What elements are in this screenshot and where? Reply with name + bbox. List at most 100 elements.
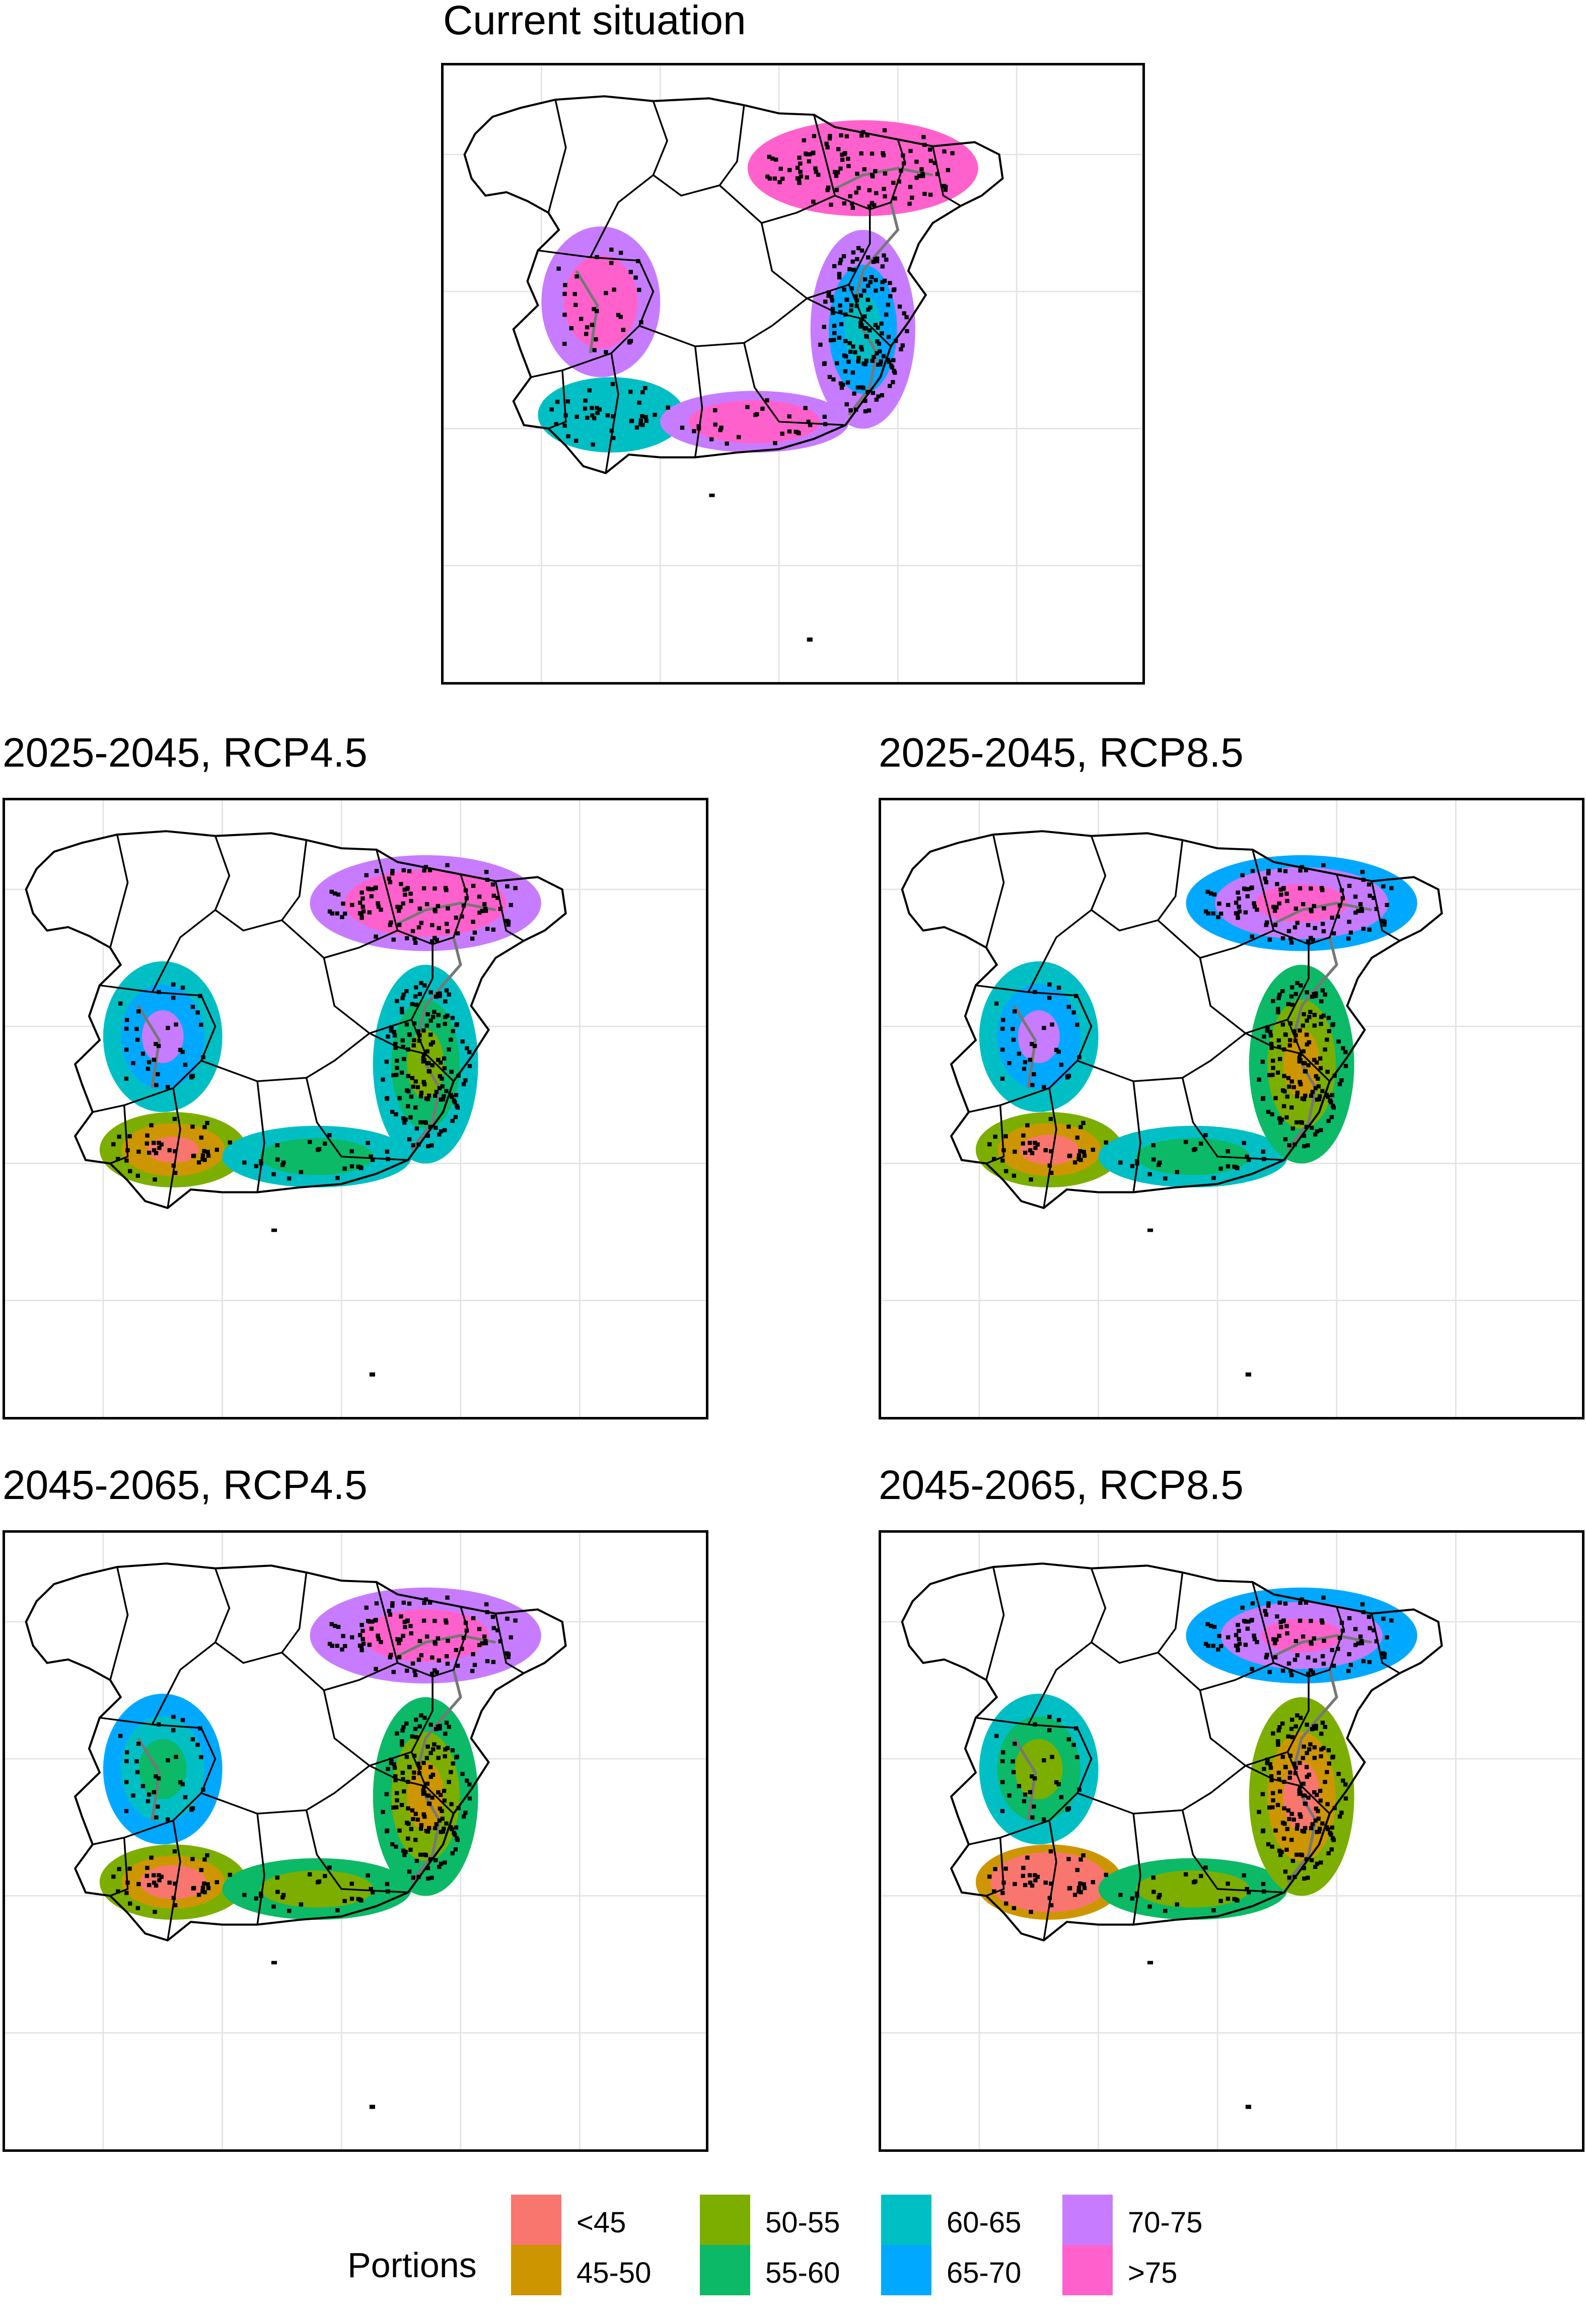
occurrence-point: [361, 896, 365, 901]
occurrence-point: [202, 1890, 207, 1895]
occurrence-point: [884, 257, 889, 262]
occurrence-point: [1269, 1041, 1274, 1046]
occurrence-point: [275, 1157, 280, 1162]
occurrence-point: [154, 1774, 158, 1779]
occurrence-point: [797, 181, 802, 185]
occurrence-point: [1025, 1123, 1030, 1128]
occurrence-point: [389, 1653, 393, 1657]
occurrence-point: [425, 1744, 430, 1749]
occurrence-point: [1264, 1612, 1269, 1617]
occurrence-point: [330, 1643, 334, 1648]
occurrence-point: [395, 1791, 399, 1795]
occurrence-point: [366, 1141, 370, 1145]
occurrence-point: [406, 1104, 410, 1108]
occurrence-point: [471, 1652, 475, 1657]
occurrence-point: [1283, 1032, 1288, 1037]
occurrence-point: [1312, 992, 1317, 997]
occurrence-point: [171, 996, 176, 1000]
occurrence-point: [1212, 892, 1217, 897]
occurrence-point: [424, 1023, 429, 1028]
occurrence-point: [376, 901, 380, 906]
occurrence-points: [987, 1595, 1394, 1914]
occurrence-point: [922, 142, 927, 147]
occurrence-point: [1290, 1858, 1295, 1863]
region-border: [589, 174, 654, 258]
occurrence-point: [585, 325, 590, 330]
occurrence-point: [1320, 888, 1325, 892]
occurrence-point: [859, 345, 863, 349]
occurrence-point: [417, 907, 422, 911]
occurrence-point: [838, 166, 843, 171]
occurrence-point: [171, 1163, 176, 1168]
occurrence-point: [124, 1750, 129, 1755]
occurrence-point: [445, 863, 450, 867]
occurrence-point: [1265, 1761, 1269, 1765]
occurrence-point: [876, 362, 881, 367]
occurrence-point: [566, 434, 570, 438]
occurrence-point: [1071, 1010, 1076, 1015]
occurrence-point: [1286, 1661, 1291, 1666]
occurrence-point: [152, 1058, 157, 1062]
occurrence-point: [1271, 999, 1275, 1003]
occurrence-point: [405, 1618, 410, 1623]
occurrence-point: [417, 1771, 422, 1775]
melilla-mark: [369, 1372, 375, 1377]
region-border: [281, 919, 398, 959]
legend-label: 70-75: [1128, 2206, 1203, 2239]
occurrence-point: [361, 1637, 365, 1641]
occurrence-point: [389, 1761, 393, 1765]
occurrence-point: [1054, 1047, 1059, 1052]
occurrence-point: [1078, 1125, 1083, 1130]
occurrence-point: [1319, 1015, 1324, 1019]
occurrence-point: [843, 151, 847, 156]
occurrence-point: [412, 1038, 416, 1042]
occurrence-point: [866, 307, 871, 312]
occurrence-point: [124, 1759, 129, 1763]
occurrence-point: [364, 1605, 369, 1610]
occurrence-point: [1287, 1084, 1291, 1089]
occurrence-point: [191, 1153, 196, 1158]
occurrence-point: [1381, 1651, 1386, 1656]
occurrence-point: [840, 153, 844, 157]
occurrence-point: [838, 310, 843, 314]
occurrence-point: [563, 283, 567, 287]
occurrence-point: [1366, 882, 1372, 887]
occurrence-point: [442, 1056, 447, 1061]
occurrence-point: [434, 1090, 439, 1094]
occurrence-point: [409, 1631, 413, 1636]
occurrence-point: [205, 1120, 209, 1126]
occurrence-point: [402, 1620, 407, 1624]
occurrence-point: [1293, 992, 1298, 996]
occurrence-point: [423, 865, 428, 869]
region-border: [639, 297, 808, 347]
occurrence-point: [880, 287, 885, 291]
occurrence-point: [1033, 1141, 1037, 1145]
occurrence-point: [849, 201, 854, 206]
legend-swatch: [700, 2195, 750, 2245]
occurrence-point: [1274, 1637, 1279, 1642]
occurrence-point: [1050, 1755, 1054, 1759]
suitability-zone: [1018, 1010, 1060, 1063]
occurrence-point: [202, 1881, 206, 1886]
occurrence-point: [1305, 1042, 1310, 1047]
occurrence-point: [1047, 1728, 1052, 1733]
occurrence-point: [1292, 1761, 1297, 1766]
occurrence-point: [777, 180, 782, 185]
occurrence-point: [824, 141, 829, 146]
occurrence-point: [882, 128, 887, 132]
occurrence-point: [795, 166, 800, 170]
occurrence-point: [418, 1120, 423, 1124]
occurrence-point: [432, 1742, 437, 1747]
occurrence-point: [1193, 1879, 1198, 1884]
occurrence-point: [371, 1158, 375, 1162]
occurrence-point: [696, 424, 701, 429]
occurrence-point: [1320, 1654, 1325, 1659]
occurrence-point: [154, 1883, 159, 1888]
occurrence-point: [509, 1635, 513, 1639]
occurrence-point: [1082, 1153, 1087, 1158]
occurrence-point: [1367, 1626, 1372, 1630]
occurrence-point: [366, 1873, 370, 1878]
occurrence-point: [836, 147, 841, 152]
occurrence-point: [392, 1765, 397, 1770]
occurrence-point: [366, 1619, 371, 1623]
